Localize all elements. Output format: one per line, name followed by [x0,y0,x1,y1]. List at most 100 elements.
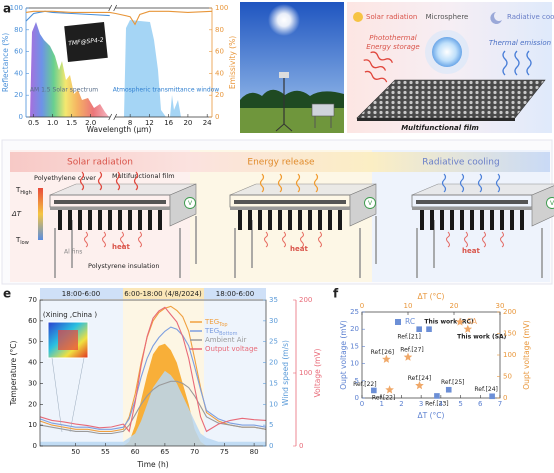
tick-label: 80 [14,26,23,34]
heat-arrow [482,231,486,248]
tick-label: 3 [419,400,423,408]
radiation-arrow [295,173,301,193]
fin [248,208,252,230]
night-band [204,288,266,299]
t-main: T [15,236,21,244]
axis-title: ΔT (°C) [418,292,445,301]
tick-label: 100 [503,351,516,359]
period-label: 6:00-18:00 (4/8/2024) [124,290,202,298]
line [39,305,267,432]
tick-label: 20 [350,325,359,333]
tick-label: 10 [269,400,278,408]
point-label: This work (RC) [424,319,474,326]
header-band [190,152,372,172]
tick-label: 20 [28,400,37,408]
tick-label: 20 [14,91,23,99]
axis-title: Wind speed (m/s) [281,340,290,406]
line [39,380,267,435]
tick-label: 70 [190,448,199,456]
fin [278,208,282,230]
tick-label: 50 [71,448,80,456]
legend-sub: Bottom [219,331,237,337]
fin [450,208,454,230]
legend-name: Output voltage [205,345,258,353]
line [25,10,213,26]
film [234,200,346,204]
axis-break [110,114,116,120]
fin [500,208,504,230]
point [426,326,432,332]
label: Radiative cooling [507,13,554,21]
tick-label: 5 [269,421,273,429]
tick-label: 50 [503,373,512,381]
emission-arrows [502,50,532,76]
tick-label: 1.5 [66,119,77,127]
fin [118,208,122,230]
tick-label: 30 [496,302,505,310]
label: Microsphere [426,13,469,21]
line [39,306,267,433]
radiation-arrow [277,173,283,193]
fin [490,208,494,230]
solar-arrows [363,51,393,83]
inset-leader [51,357,85,433]
axis-title: Oupt voltage (mV) [339,320,348,390]
radiation-arrow [313,173,319,193]
fin [68,208,72,230]
axis-break [108,4,118,12]
atmospheric-window [170,95,181,117]
box-side [169,183,197,227]
point [415,381,424,390]
fin [158,208,162,230]
label: ΔT [11,210,22,218]
tick-label: 65 [160,448,169,456]
device [311,103,335,117]
heat-arrow [500,231,504,248]
tick-label: 6 [478,400,483,408]
tick-label: 10 [28,421,37,429]
tick-label: 7 [498,400,502,408]
atmospheric-window [124,20,166,117]
fin [510,208,514,230]
label: THigh [15,186,32,196]
tick-label: 10 [404,302,413,310]
panel-a-decor [30,20,181,117]
legend-sub: Top [218,322,227,328]
annotation: (Xining ,China ) [43,311,97,319]
point [445,386,452,393]
meter-label: V [368,200,373,207]
radiation-arrow [495,173,501,193]
tick-label: 0 [360,302,364,310]
point-label: Ref.[23] [425,400,449,407]
heat-arrow [120,231,124,248]
fin [318,208,322,230]
header: Energy release [247,158,315,168]
tripod [275,123,285,132]
tick-label: 70 [28,296,37,304]
fin [98,208,102,230]
fin [78,208,82,230]
label: heat [290,245,308,253]
header-band [10,152,190,172]
axis-break [110,5,116,11]
point-label: Ref.[22] [353,381,377,388]
line [25,10,110,22]
point [403,352,413,361]
tick-label: 60 [14,48,23,56]
tick-label: 1 [379,400,383,408]
point [416,326,422,332]
tick-label: 25 [269,338,278,346]
point-label: Ref.[25] [441,379,465,386]
box-side [531,185,554,227]
legend-name: TEG [204,318,219,326]
heat-arrow [264,231,268,248]
heat-arrow [138,231,142,248]
label: Polyethylene cover [34,174,96,182]
meter-label: V [188,200,193,207]
radiation-arrow [133,171,139,191]
point-label: Ref.[26] [371,349,395,356]
solar-spectrum [30,22,109,117]
radiation-arrow [115,171,121,191]
thermal-inset [58,330,78,350]
